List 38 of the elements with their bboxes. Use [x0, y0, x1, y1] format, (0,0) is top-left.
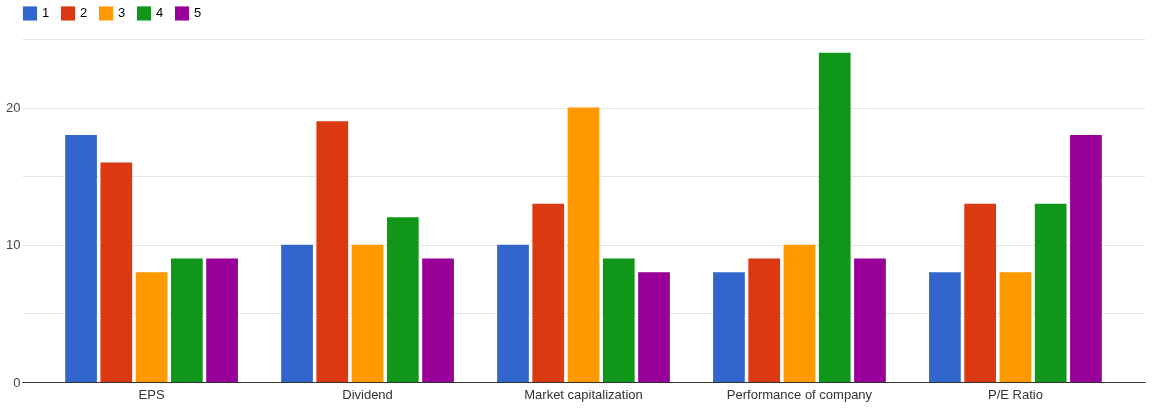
bar — [100, 162, 133, 382]
bar — [135, 272, 168, 382]
x-tick-label: EPS — [138, 386, 165, 402]
bar — [783, 244, 816, 382]
legend-label: 2 — [80, 5, 88, 21]
bar — [638, 272, 670, 382]
bar — [170, 258, 203, 382]
x-tick-label: Market capitalization — [524, 386, 643, 402]
bar — [65, 135, 97, 382]
bar — [1070, 135, 1102, 382]
legend-label: 5 — [194, 5, 202, 21]
bar — [532, 203, 565, 382]
y-tick-label: 10 — [6, 237, 21, 253]
y-tick-label: 20 — [6, 100, 21, 116]
bar — [748, 258, 781, 382]
bar — [999, 272, 1032, 382]
legend-label: 4 — [156, 5, 164, 21]
bar — [713, 272, 745, 382]
bar — [281, 244, 313, 382]
bar — [964, 203, 997, 382]
x-tick-label: Performance of company — [726, 386, 873, 402]
bar — [567, 107, 600, 382]
bar — [422, 258, 454, 382]
y-tick-label: 0 — [13, 374, 21, 390]
legend-label: 1 — [42, 5, 50, 21]
bar — [386, 217, 419, 382]
bar — [351, 244, 384, 382]
bar — [854, 258, 886, 382]
bar — [602, 258, 635, 382]
bar — [1034, 203, 1067, 382]
x-tick-label: P/E Ratio — [987, 386, 1043, 402]
bar — [316, 121, 349, 382]
bar — [206, 258, 238, 382]
bar — [497, 244, 529, 382]
legend-label: 3 — [118, 5, 126, 21]
bar — [929, 272, 961, 382]
x-tick-label: Dividend — [342, 386, 393, 402]
bar — [818, 52, 851, 382]
